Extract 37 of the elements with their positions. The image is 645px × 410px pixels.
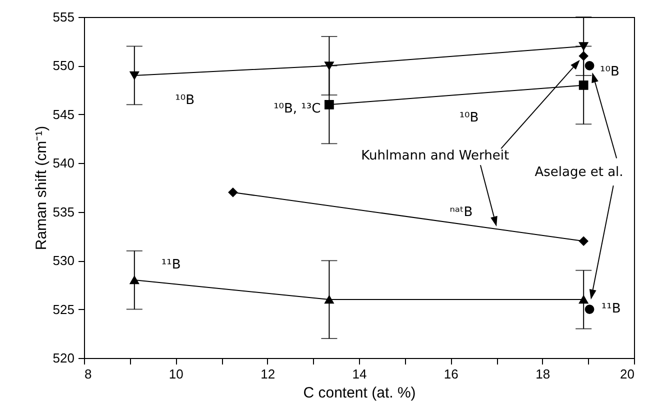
y-tick-label: 545	[52, 106, 74, 122]
point	[130, 276, 140, 284]
x-tick-label: 8	[84, 366, 92, 382]
point	[584, 61, 594, 70]
annotation: ¹⁰B	[459, 110, 479, 126]
x-tick-label: 16	[444, 366, 458, 382]
point	[578, 80, 588, 90]
x-tick-label: 20	[620, 366, 634, 382]
y-tick-label: 525	[52, 302, 74, 317]
annotation: ¹¹B	[601, 301, 621, 316]
annotation: ⁿᵃᵗB	[450, 204, 473, 220]
y-tick-label: 530	[52, 253, 74, 268]
point	[584, 304, 594, 314]
x-tick-label: 14	[352, 366, 367, 382]
annotation: Aselage et al.	[534, 164, 624, 180]
y-tick-label: 550	[52, 58, 74, 74]
point	[578, 295, 588, 304]
x-axis-title: C content (at. %)	[303, 384, 416, 402]
annotation: ¹¹B	[161, 257, 181, 272]
x-tick-label: 18	[536, 366, 550, 382]
y-tick-label: 535	[52, 204, 74, 220]
y-tick-label: 540	[52, 156, 74, 171]
point	[578, 51, 588, 61]
point	[324, 295, 334, 304]
y-axis-title: Raman shift (cm⁻¹)	[32, 126, 50, 250]
point	[324, 100, 334, 110]
annotation: ¹⁰B	[175, 92, 195, 108]
annotation: ¹⁰B, ¹³C	[274, 102, 321, 117]
x-tick-label: 10	[168, 366, 184, 382]
point	[578, 236, 588, 246]
annotation: Kuhlmann and Werheit	[361, 148, 510, 164]
x-tick-label: 12	[260, 366, 276, 382]
y-tick-label: 520	[52, 350, 74, 366]
point	[130, 71, 140, 80]
y-tick-label: 555	[52, 10, 74, 24]
annotation: ¹⁰B	[600, 64, 620, 80]
point	[228, 188, 238, 198]
